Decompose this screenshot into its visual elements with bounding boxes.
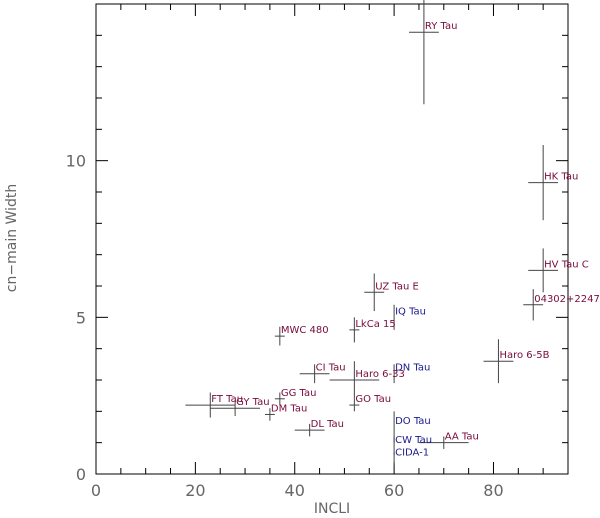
point-label: DM Tau — [271, 403, 307, 414]
data-point — [294, 423, 325, 437]
x-tick-label: 20 — [185, 481, 205, 500]
point-label: 04302+2247 — [534, 294, 600, 305]
data-point — [185, 392, 236, 418]
data-point — [264, 408, 275, 421]
x-tick-label: 80 — [483, 481, 503, 500]
data-point — [364, 273, 385, 312]
y-tick-label: 10 — [66, 152, 86, 171]
data-point — [528, 248, 559, 293]
data-point — [349, 317, 360, 343]
point-label: LkCa 15 — [355, 319, 395, 330]
point-label: CI Tau — [316, 363, 346, 374]
y-tick-label: 0 — [76, 465, 86, 484]
point-label: Haro 6-5B — [499, 350, 549, 361]
data-point — [299, 364, 330, 384]
point-label: GO Tau — [355, 394, 391, 405]
point-label: DO Tau — [395, 416, 431, 427]
data-point — [274, 392, 285, 406]
data-point — [409, 0, 439, 105]
point-label: MWC 480 — [281, 325, 329, 336]
point-label: CW Tau — [395, 435, 432, 446]
x-axis-title: INCLI — [314, 501, 350, 517]
point-label: RY Tau — [425, 21, 458, 32]
point-label: GY Tau — [236, 397, 269, 408]
plot-frame — [95, 3, 569, 475]
point-label: UZ Tau E — [375, 281, 419, 292]
point-label: IQ Tau — [395, 306, 426, 317]
data-point — [483, 339, 514, 384]
point-label: AA Tau — [445, 432, 479, 443]
data-point — [329, 361, 380, 399]
point-label: FT Tau — [211, 394, 243, 405]
data-point — [528, 145, 559, 221]
point-label: DN Tau — [395, 363, 430, 374]
point-label: HK Tau — [544, 172, 578, 183]
axes-layer: 0 20 40 60 80 0 5 10 — [66, 3, 569, 500]
point-label: CIDA-1 — [395, 447, 429, 458]
x-tick-label: 0 — [91, 481, 101, 500]
point-label: GG Tau — [281, 388, 317, 399]
y-axis-title: cn−main Width — [4, 184, 20, 292]
data-point — [210, 400, 260, 417]
point-label: DL Tau — [311, 419, 344, 430]
point-label: Haro 6-33 — [355, 369, 405, 380]
data-point — [523, 289, 544, 321]
x-tick-label: 60 — [384, 481, 404, 500]
y-tick-label: 5 — [76, 308, 86, 327]
point-label: HV Tau C — [544, 259, 589, 270]
data-point — [349, 398, 360, 412]
point-labels-layer: RY Tau HK Tau HV Tau C 04302+2247 UZ Tau E IQ… — [211, 21, 600, 458]
data-point — [274, 326, 285, 346]
data-point — [418, 436, 469, 449]
x-tick-label: 40 — [285, 481, 305, 500]
error-bars-layer — [185, 0, 559, 465]
